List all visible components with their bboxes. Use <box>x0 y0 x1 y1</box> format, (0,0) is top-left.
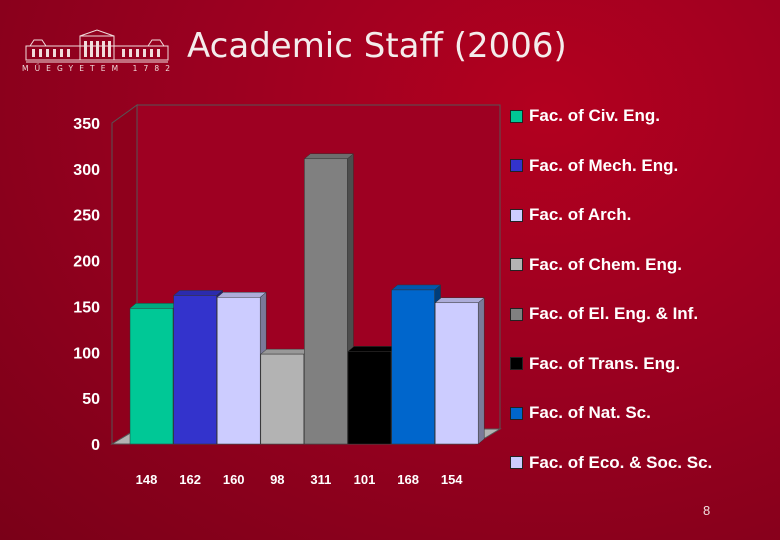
bar-face <box>347 351 392 445</box>
legend-swatch <box>510 208 523 222</box>
data-labels: 148 162 160 98 311 101 168 154 <box>136 472 464 487</box>
data-label: 148 <box>136 472 158 487</box>
legend-swatch <box>510 109 523 123</box>
bar-top <box>129 303 180 309</box>
bar-face <box>304 158 348 445</box>
y-tick-label: 300 <box>73 162 100 179</box>
bar-top <box>260 348 311 355</box>
bar-face <box>260 353 305 445</box>
legend-label: Fac. of Arch. <box>529 205 632 224</box>
legend-label: Fac. of Mech. Eng. <box>529 155 679 175</box>
bar-top <box>434 297 485 304</box>
legend-item: Fac. of Chem. Eng. <box>510 253 682 277</box>
data-label: 162 <box>179 472 201 487</box>
data-label: 101 <box>354 472 376 487</box>
legend-swatch <box>510 258 523 271</box>
bar-side <box>477 297 485 445</box>
legend-swatch <box>510 456 523 469</box>
legend-item: Fac. of Trans. Eng. <box>510 352 680 376</box>
legend-item: Fac. of Eco. & Soc. Sc. <box>510 451 712 475</box>
logo-text: MŰEGYETEM 1782 <box>22 64 177 73</box>
data-label: 311 <box>310 472 331 487</box>
y-axis-ticks: 0 50 100 150 200 250 300 350 <box>73 116 100 454</box>
legend-item: Fac. of El. Eng. & Inf. <box>510 302 698 326</box>
legend-item: Fac. of Arch. <box>510 203 631 227</box>
bar <box>260 348 311 445</box>
data-label: 98 <box>270 472 284 487</box>
bar-face <box>434 302 479 445</box>
legend-label: Fac. of Eco. & Soc. Sc. <box>529 452 713 472</box>
bar-face <box>391 289 435 445</box>
y-tick-label: 150 <box>73 299 100 316</box>
bar <box>434 297 485 445</box>
y-tick-label: 350 <box>73 116 100 133</box>
data-label: 154 <box>441 472 463 487</box>
bar-top <box>303 153 355 160</box>
bar <box>172 289 224 445</box>
legend-item: Fac. of Mech. Eng. <box>510 154 678 178</box>
page-title: Academic Staff (2006) <box>187 26 567 66</box>
bar <box>129 302 180 445</box>
bar-face <box>216 297 261 445</box>
bar-top <box>390 284 442 291</box>
y-tick-label: 200 <box>73 254 100 271</box>
y-tick-label: 0 <box>91 437 100 454</box>
legend-swatch <box>510 406 523 420</box>
legend-swatch <box>510 307 523 321</box>
legend-label: Fac. of El. Eng. & Inf. <box>529 304 699 323</box>
bar-face <box>173 295 217 445</box>
data-label: 168 <box>397 472 419 487</box>
page-number: 8 <box>703 503 711 518</box>
chart-legend: Fac. of Civ. Eng. Fac. of Mech. Eng. Fac. … <box>510 104 770 484</box>
bar <box>347 345 398 445</box>
bar <box>390 284 442 445</box>
bar-top <box>216 292 267 298</box>
legend-label: Fac. of Nat. Sc. <box>529 403 651 422</box>
bars <box>129 153 485 445</box>
legend-label: Fac. of Civ. Eng. <box>529 106 660 125</box>
legend-label: Fac. of Trans. Eng. <box>529 353 681 373</box>
data-label: 160 <box>223 472 245 487</box>
university-logo <box>25 29 169 63</box>
bar-face <box>129 308 174 445</box>
y-tick-label: 100 <box>73 345 100 362</box>
y-tick-label: 250 <box>73 208 100 225</box>
legend-swatch <box>510 159 523 172</box>
bar-top <box>172 290 224 296</box>
legend-label: Fac. of Chem. Eng. <box>529 254 683 274</box>
legend-swatch <box>510 357 523 370</box>
legend-item: Fac. of Nat. Sc. <box>510 401 651 425</box>
legend-item: Fac. of Civ. Eng. <box>510 104 660 128</box>
bar <box>216 291 267 445</box>
bar <box>303 153 355 445</box>
y-tick-label: 50 <box>82 391 100 408</box>
bar-top <box>347 346 398 352</box>
